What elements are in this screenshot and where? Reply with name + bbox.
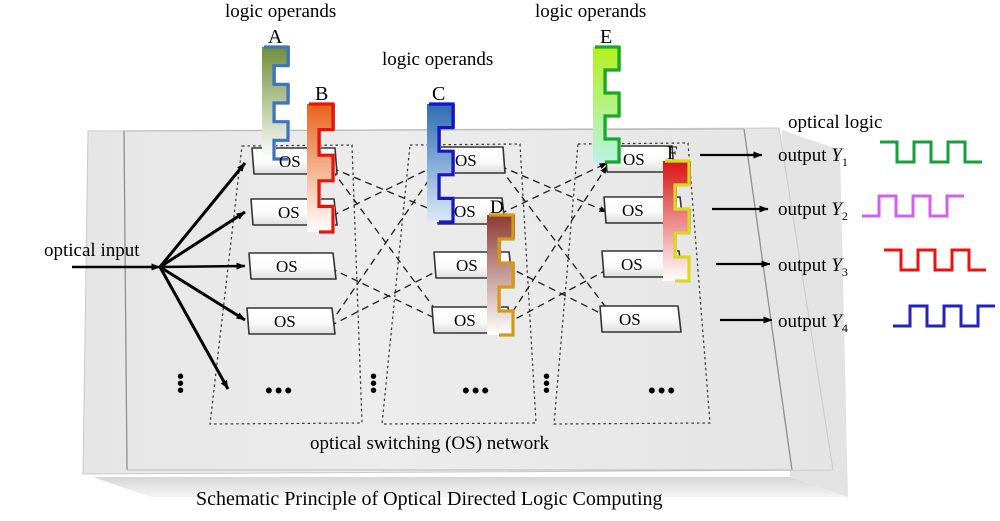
interconnect-links xyxy=(329,162,615,327)
operand-signal-trace-c xyxy=(429,102,455,224)
os-label: OS xyxy=(619,310,641,329)
output-label-prefix: output xyxy=(778,145,827,166)
optical-input-arrows xyxy=(72,162,247,390)
operand-title-right: logic operands xyxy=(535,1,647,22)
os-label: OS xyxy=(278,203,300,222)
output-subscript: 1 xyxy=(841,154,848,169)
output-symbol: Y xyxy=(831,199,842,220)
os-label: OS xyxy=(622,201,644,220)
operand-signal-trace-a xyxy=(264,45,290,161)
operand-signal-trace-e xyxy=(595,45,621,164)
output-label-prefix: output xyxy=(778,311,827,332)
row-ellipsis-2: • • • xyxy=(543,366,551,402)
operand-label-a: A xyxy=(268,26,283,48)
os-label: OS xyxy=(276,257,298,276)
output-subscript: 3 xyxy=(841,264,848,279)
operand-label-c: C xyxy=(432,83,446,105)
column-ellipsis-3: ••• xyxy=(648,378,678,403)
operand-label-f: F xyxy=(667,143,678,164)
operand-signal-trace-d xyxy=(489,213,515,337)
output-label-y4: output Y4 xyxy=(778,312,848,334)
logic-operand-signals xyxy=(262,45,691,337)
output-waveform-y4 xyxy=(893,304,995,328)
operand-signal-trace-b xyxy=(309,102,335,234)
os-label: OS xyxy=(279,152,301,171)
os-network-label: optical switching (OS) network xyxy=(310,433,550,454)
output-subscript: 4 xyxy=(841,320,848,335)
optical-logic-heading: optical logic xyxy=(788,112,883,133)
os-network-plane xyxy=(82,127,834,475)
os-label: OS xyxy=(456,256,478,275)
output-label-y2: output Y2 xyxy=(778,200,848,222)
row-ellipsis-1: • • • xyxy=(370,366,378,402)
os-label: OS xyxy=(623,150,645,169)
column-ellipsis-2: ••• xyxy=(462,378,492,403)
column-ellipsis-1: ••• xyxy=(265,378,295,403)
output-label-y3: output Y3 xyxy=(778,256,848,278)
output-waveform-y2 xyxy=(862,194,964,218)
output-label-y1: output Y1 xyxy=(778,146,848,168)
operand-title-middle: logic operands xyxy=(382,49,494,70)
output-symbol: Y xyxy=(831,145,842,166)
optical-input-label: optical input xyxy=(44,240,140,261)
os-label: OS xyxy=(454,311,476,330)
operand-signal-fill-d xyxy=(487,215,515,335)
os-column-group-2 xyxy=(381,143,537,425)
output-waveform-y3 xyxy=(884,248,986,272)
output-label-prefix: output xyxy=(778,199,827,220)
optical-logic-output-waveforms xyxy=(862,140,995,328)
os-label: OS xyxy=(621,255,643,274)
operand-label-e: E xyxy=(600,26,613,48)
output-waveform-y1 xyxy=(880,140,982,164)
os-box xyxy=(246,307,336,335)
output-arrows xyxy=(700,151,773,324)
row-ellipsis-0: • • • xyxy=(177,366,185,402)
os-label: OS xyxy=(274,312,296,331)
operand-signal-trace-f xyxy=(665,159,691,283)
os-column-group-3 xyxy=(553,142,711,425)
output-subscript: 2 xyxy=(841,208,848,223)
output-symbol: Y xyxy=(831,311,842,332)
os-label: OS xyxy=(455,151,477,170)
os-box xyxy=(599,305,682,333)
operand-signal-fill-b xyxy=(307,104,335,232)
figure-caption: Schematic Principle of Optical Directed … xyxy=(196,488,663,510)
operand-title-left: logic operands xyxy=(225,1,337,22)
output-symbol: Y xyxy=(831,255,842,276)
os-label: OS xyxy=(454,202,476,221)
operand-signal-fill-c xyxy=(427,104,455,222)
os-box xyxy=(248,252,337,280)
operand-signal-fill-f xyxy=(663,161,691,281)
operand-signal-fill-e xyxy=(593,47,621,162)
output-label-prefix: output xyxy=(778,255,827,276)
operand-label-b: B xyxy=(315,83,329,105)
operand-label-d: D xyxy=(490,197,504,218)
